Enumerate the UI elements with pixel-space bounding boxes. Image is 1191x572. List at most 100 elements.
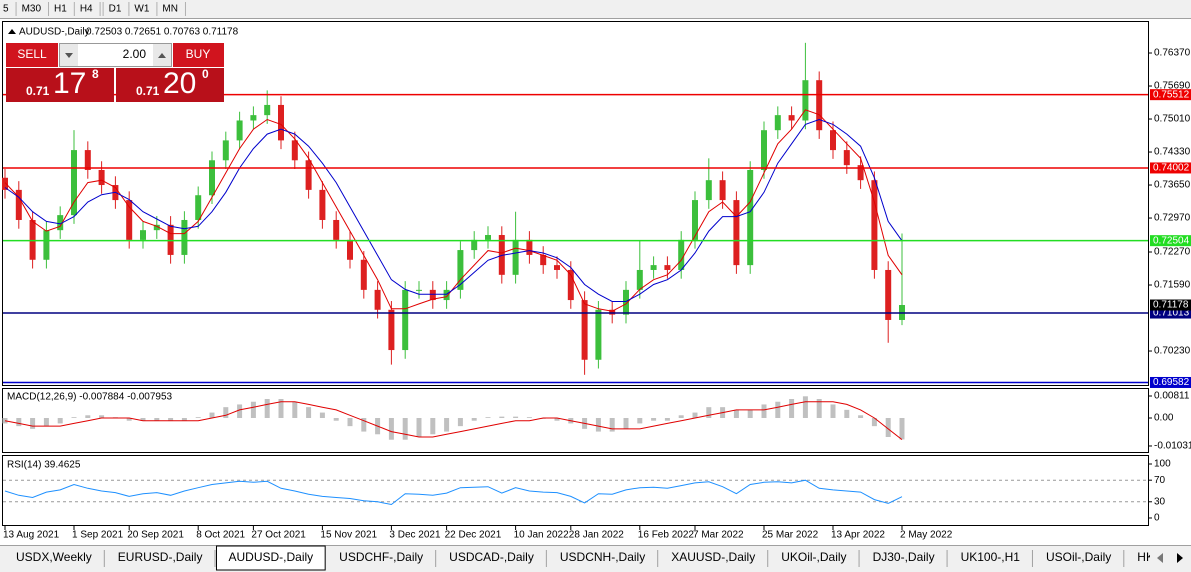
macd-bar xyxy=(264,399,270,419)
x-tick-label: 20 Sep 2021 xyxy=(127,530,184,541)
sell-label[interactable]: SELL xyxy=(17,47,47,61)
macd-bar xyxy=(733,409,739,419)
lot-up-arrow[interactable] xyxy=(158,53,166,58)
tab[interactable] xyxy=(547,548,658,569)
x-tick-label: 2 May 2022 xyxy=(900,530,953,541)
price-tag xyxy=(1150,307,1191,319)
tab-label[interactable]: XAUUSD-,Daily xyxy=(671,550,755,564)
tab[interactable] xyxy=(769,548,859,569)
lot-value[interactable]: 2.00 xyxy=(123,47,147,61)
tab-label[interactable]: UKOil-,Daily xyxy=(781,550,846,564)
timeframe-button[interactable]: H4 xyxy=(80,4,93,15)
macd-bar xyxy=(485,417,491,419)
moving-average xyxy=(4,109,903,312)
macd-bar xyxy=(830,404,836,419)
candle-body xyxy=(209,160,215,196)
tab[interactable] xyxy=(1033,548,1124,569)
timeframe-button[interactable]: MN xyxy=(162,4,178,15)
sell-price-box[interactable] xyxy=(6,68,114,102)
macd-bar xyxy=(278,399,284,419)
macd-bar xyxy=(761,404,767,419)
buy-label[interactable]: BUY xyxy=(186,47,211,61)
collapse-arrow[interactable] xyxy=(8,29,16,34)
timeframe-button[interactable]: M30 xyxy=(22,4,42,15)
macd-bar xyxy=(306,407,312,419)
buy-button[interactable] xyxy=(173,43,224,67)
macd-bar xyxy=(706,407,712,419)
tab-label[interactable]: USDCNH-,Daily xyxy=(560,550,645,564)
timeframe-button[interactable]: D1 xyxy=(109,4,122,15)
tab-label[interactable]: DJ30-,Daily xyxy=(873,550,935,564)
macd-bar xyxy=(168,418,174,421)
timeframe-button[interactable]: W1 xyxy=(134,4,149,15)
tab[interactable] xyxy=(327,548,436,569)
x-tick-label: 1 Sep 2021 xyxy=(72,530,124,541)
macd-bar xyxy=(181,418,187,421)
x-tick-label: 8 Oct 2021 xyxy=(196,530,245,541)
macd-bar xyxy=(99,415,105,419)
lot-box[interactable] xyxy=(59,43,172,67)
candle-body xyxy=(388,309,395,351)
macd-bar xyxy=(623,418,629,429)
sell-button[interactable] xyxy=(6,43,58,67)
macd-bar xyxy=(16,418,22,427)
candle-body xyxy=(636,269,643,290)
candle-body xyxy=(402,289,409,351)
timeframe-button[interactable]: 5 xyxy=(3,4,9,15)
x-tick-label: 28 Jan 2022 xyxy=(569,530,624,541)
buy-price-pip: 0 xyxy=(202,67,209,81)
tab-label[interactable]: AUDUSD-,Daily xyxy=(228,550,313,564)
y-tick-label: 0.75690 xyxy=(1154,81,1191,92)
tab[interactable] xyxy=(4,548,104,569)
macd-bar xyxy=(871,418,877,427)
plots: 0.76370 0.75690 0.75010 0.74330 0.73650 0.729… xyxy=(2,42,1191,541)
macd-bar xyxy=(402,418,408,440)
macd-bar xyxy=(30,418,36,429)
candle-body xyxy=(291,140,298,161)
candle-body xyxy=(761,130,767,170)
candle-body xyxy=(264,104,271,116)
lot-down-arrow[interactable] xyxy=(65,53,73,58)
x-tick-label: 7 Mar 2022 xyxy=(693,530,744,541)
tab[interactable] xyxy=(105,548,215,569)
tab-scroll-left[interactable] xyxy=(1157,553,1163,563)
macd-bar xyxy=(154,418,160,421)
tab-label[interactable]: USDX,Weekly xyxy=(16,550,92,564)
tab-label[interactable]: UK100-,H1 xyxy=(961,550,1021,564)
sell-price-big: 17 xyxy=(53,67,86,100)
candle-body xyxy=(222,140,229,161)
candle-body xyxy=(719,180,726,201)
candle-body xyxy=(181,219,188,255)
tab-scroll-right[interactable] xyxy=(1177,553,1183,563)
tab[interactable] xyxy=(860,548,947,569)
candle-body xyxy=(554,265,560,270)
tab-label[interactable]: USDCHF-,Daily xyxy=(339,550,423,564)
candle-body xyxy=(816,80,823,131)
tab-label[interactable]: EURUSD-,Daily xyxy=(118,550,203,564)
macd-bar xyxy=(319,412,325,419)
tab[interactable] xyxy=(215,545,326,571)
y-tick-label: 0.00811 xyxy=(1154,391,1190,402)
macd-bar xyxy=(237,404,243,419)
candle-body xyxy=(802,80,809,121)
macd-bar xyxy=(209,412,215,419)
one-click-trading: SELL 2.00 BUY 0.71 17 8 0.71 20 0 xyxy=(6,43,224,102)
candle-body xyxy=(843,150,850,166)
timeframe-button[interactable]: H1 xyxy=(54,4,67,15)
price-tag-label: 0.75512 xyxy=(1153,89,1190,100)
tab[interactable] xyxy=(437,548,546,569)
candle-body xyxy=(333,219,340,240)
candle-body xyxy=(374,289,381,310)
candle-body xyxy=(319,189,326,220)
tab[interactable] xyxy=(659,548,768,569)
rsi-panel xyxy=(2,455,1149,526)
tab-label[interactable]: USOil-,Daily xyxy=(1046,550,1111,564)
candle-body xyxy=(416,289,422,291)
tab[interactable] xyxy=(948,548,1032,569)
macd-bar xyxy=(816,399,822,419)
buy-price-box[interactable] xyxy=(116,68,224,102)
tab-label[interactable]: USDCAD-,Daily xyxy=(449,550,534,564)
tab-scroll xyxy=(1150,548,1190,569)
